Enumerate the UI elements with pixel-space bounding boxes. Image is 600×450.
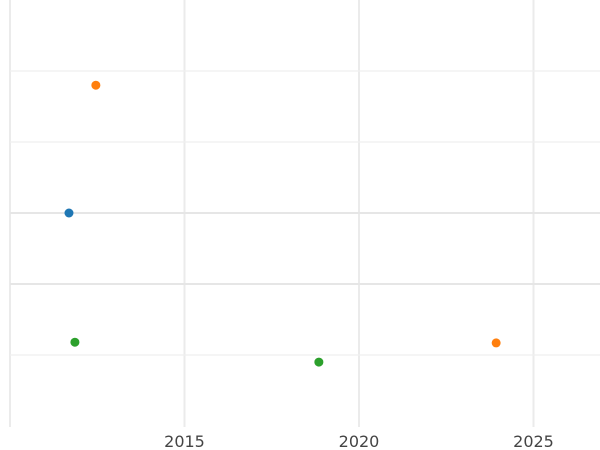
data-point	[314, 357, 324, 367]
x-tick-label: 2015	[164, 432, 205, 450]
x-tick-label: 2025	[513, 432, 554, 450]
x-axis-ticks: 2015 2020 2025	[164, 432, 554, 450]
data-points	[64, 80, 501, 367]
x-tick-label: 2020	[339, 432, 380, 450]
data-point	[70, 337, 80, 347]
grid	[9, 0, 600, 427]
data-point	[64, 208, 74, 218]
data-point	[91, 80, 101, 90]
data-point	[491, 338, 501, 348]
